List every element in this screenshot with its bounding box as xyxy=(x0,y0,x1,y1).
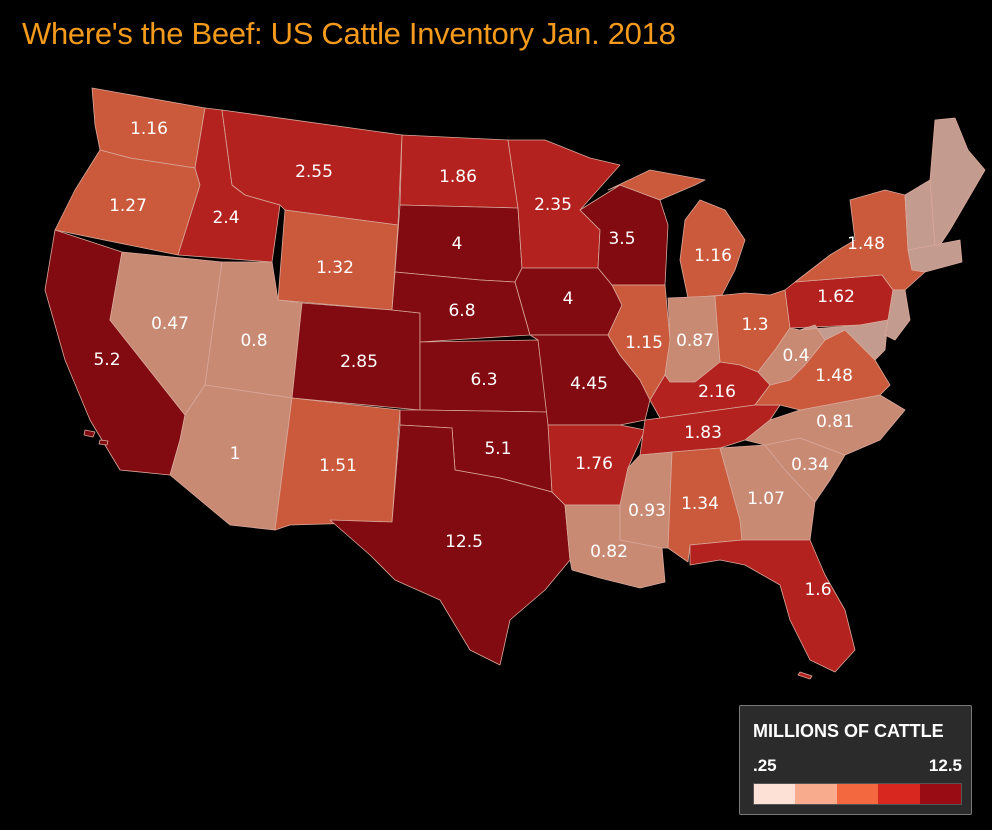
channel-islands xyxy=(83,429,109,446)
state-NC xyxy=(744,394,906,456)
state-IL xyxy=(607,284,671,401)
state-label-UT: 0.8 xyxy=(240,331,267,351)
state-label-AZ: 1 xyxy=(230,444,241,464)
state-label-OK: 5.1 xyxy=(484,439,511,459)
legend-min-label: .25 xyxy=(753,756,777,775)
state-label-NV: 0.47 xyxy=(151,314,189,334)
state-label-FL: 1.6 xyxy=(804,580,831,600)
legend-max-label: 12.5 xyxy=(928,756,962,775)
state-label-SD: 4 xyxy=(452,234,463,254)
map-title: Where's the Beef: US Cattle Inventory Ja… xyxy=(22,16,676,51)
state-label-IN: 0.87 xyxy=(676,331,714,351)
state-label-WA: 1.16 xyxy=(130,119,168,139)
state-label-NM: 1.51 xyxy=(319,456,357,476)
legend-swatch-3 xyxy=(836,784,879,804)
legend-color-scale xyxy=(753,783,962,805)
florida-keys xyxy=(797,671,813,680)
state-label-NE: 6.8 xyxy=(448,301,475,321)
state-FL xyxy=(689,539,856,673)
state-label-NY: 1.48 xyxy=(847,234,885,254)
state-label-MT: 2.55 xyxy=(295,162,333,182)
state-label-LA: 0.82 xyxy=(590,542,628,562)
state-label-WV: 0.4 xyxy=(782,346,809,366)
state-label-CA: 5.2 xyxy=(93,350,120,370)
state-CT-RI-MA xyxy=(907,239,963,273)
state-label-AL: 1.34 xyxy=(681,494,719,514)
state-label-MI: 1.16 xyxy=(694,246,732,266)
legend-title: MILLIONS OF CATTLE xyxy=(753,721,944,741)
state-label-GA: 1.07 xyxy=(747,489,785,509)
state-NE xyxy=(391,271,531,343)
state-DE-MD xyxy=(799,319,889,361)
legend-swatch-4 xyxy=(878,784,920,804)
state-label-PA: 1.62 xyxy=(817,287,855,307)
state-label-TN: 1.83 xyxy=(684,423,722,443)
state-label-ND: 1.86 xyxy=(439,167,477,187)
state-label-ID: 2.4 xyxy=(212,208,239,228)
legend-swatch-2 xyxy=(795,784,837,804)
state-label-MS: 0.93 xyxy=(628,501,666,521)
legend-swatch-5 xyxy=(919,784,962,804)
state-label-SC: 0.34 xyxy=(791,455,829,475)
state-MI xyxy=(607,169,746,299)
legend: MILLIONS OF CATTLE .25 12.5 xyxy=(739,705,972,815)
state-label-IL: 1.15 xyxy=(625,333,663,353)
state-label-VA: 1.48 xyxy=(815,366,853,386)
state-label-MO: 4.45 xyxy=(570,374,608,394)
state-label-TX: 12.5 xyxy=(445,532,483,552)
state-NJ xyxy=(884,289,911,341)
state-label-OR: 1.27 xyxy=(109,196,147,216)
state-label-OH: 1.3 xyxy=(741,315,768,335)
state-MS xyxy=(619,451,673,549)
state-label-IA: 4 xyxy=(563,289,574,309)
state-ME xyxy=(929,117,986,246)
state-label-WI: 3.5 xyxy=(608,229,635,249)
state-label-WY: 1.32 xyxy=(316,258,354,278)
state-label-MN: 2.35 xyxy=(534,195,572,215)
state-label-CO: 2.85 xyxy=(340,352,378,372)
state-label-KY: 2.16 xyxy=(698,382,736,402)
legend-swatch-1 xyxy=(754,784,796,804)
state-label-KS: 6.3 xyxy=(470,370,497,390)
state-label-NC: 0.81 xyxy=(816,412,854,432)
state-TX xyxy=(329,424,571,666)
state-label-AR: 1.76 xyxy=(575,454,613,474)
